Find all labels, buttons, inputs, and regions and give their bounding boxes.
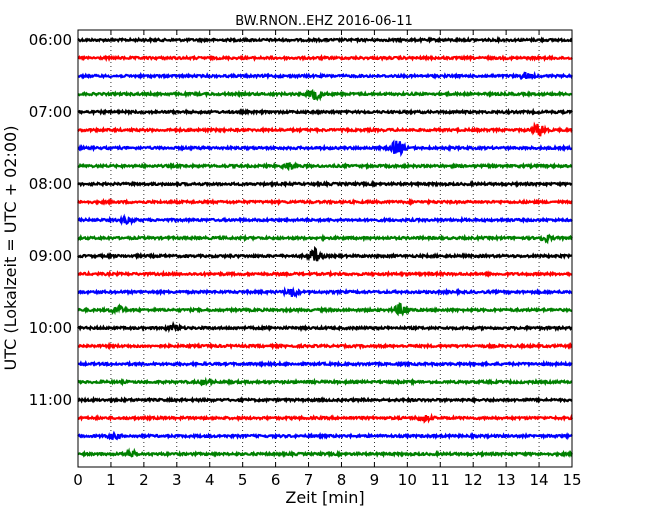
trace-line (77, 88, 573, 102)
x-tick-label: 1 (106, 471, 116, 489)
y-tick-label: 07:00 (29, 103, 72, 121)
x-tick-label: 8 (337, 471, 347, 489)
trace-line (77, 430, 573, 441)
trace-line (77, 395, 573, 405)
trace-line (77, 121, 573, 137)
trace-line (77, 107, 573, 117)
plot-frame (77, 29, 573, 468)
trace-line (77, 197, 573, 207)
trace-line (77, 412, 574, 424)
x-tick-label: 2 (139, 471, 149, 489)
trace-line (77, 376, 573, 387)
trace-line (77, 447, 573, 459)
trace-line (77, 213, 573, 227)
trace-line (77, 53, 573, 63)
x-tick-label: 12 (464, 471, 483, 489)
x-tick-label: 3 (172, 471, 182, 489)
trace-line (77, 70, 573, 81)
trace-line (77, 139, 573, 158)
trace-line (77, 286, 573, 299)
trace-line (77, 233, 573, 245)
y-axis-ticks: 06:00 07:00 08:00 09:00 10:00 11:00 (29, 31, 572, 409)
y-axis-label: UTC (Lokalzeit = UTC + 02:00) (1, 126, 20, 371)
trace-line (77, 302, 573, 317)
trace-line (77, 320, 573, 334)
x-tick-label: 4 (205, 471, 215, 489)
x-axis-ticks: 0 1 2 3 4 5 6 7 8 9 10 11 12 13 14 15 (73, 30, 582, 489)
y-tick-label: 10:00 (29, 319, 72, 337)
y-tick-label: 08:00 (29, 175, 72, 193)
chart-title: BW.RNON..EHZ 2016-06-11 (235, 14, 413, 29)
x-tick-label: 13 (497, 471, 516, 489)
grid-lines (110, 30, 540, 467)
x-tick-label: 11 (431, 471, 450, 489)
x-tick-label: 10 (398, 471, 417, 489)
x-axis-label: Zeit [min] (285, 488, 364, 507)
trace-line (77, 245, 573, 262)
trace-line (77, 341, 573, 351)
x-tick-label: 14 (530, 471, 549, 489)
trace-line (77, 179, 573, 189)
y-tick-label: 06:00 (29, 31, 72, 49)
x-tick-label: 6 (271, 471, 281, 489)
trace-line (77, 359, 573, 369)
y-tick-label: 11:00 (29, 391, 72, 409)
x-tick-label: 9 (370, 471, 380, 489)
x-tick-label: 5 (238, 471, 248, 489)
y-tick-label: 09:00 (29, 247, 72, 265)
x-tick-label: 0 (73, 471, 83, 489)
trace-line (77, 269, 573, 279)
x-tick-label: 15 (562, 471, 581, 489)
trace-line (77, 161, 573, 172)
seismic-traces (77, 35, 574, 459)
trace-line (77, 35, 573, 45)
x-tick-label: 7 (304, 471, 314, 489)
